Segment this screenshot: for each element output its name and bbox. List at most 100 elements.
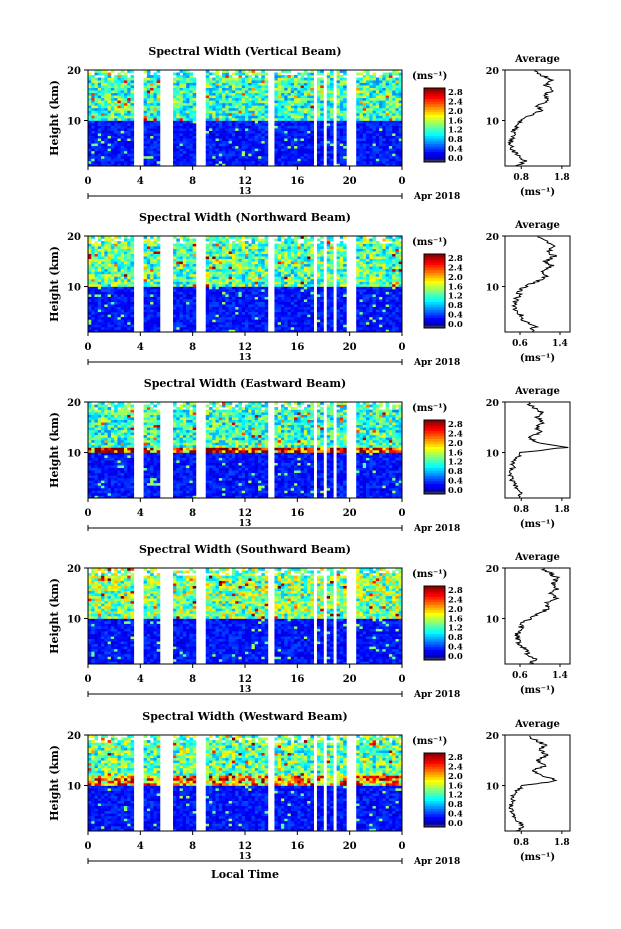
heatmap-cell — [290, 286, 295, 290]
heatmap-cell — [107, 321, 112, 325]
heatmap-cell — [123, 163, 128, 167]
heatmap-cell — [310, 70, 314, 73]
heatmap-cell — [150, 120, 154, 124]
heatmap-cell — [153, 321, 157, 325]
heatmap-cell — [101, 291, 105, 295]
heatmap-cell — [290, 145, 295, 149]
heatmap-cell — [294, 324, 298, 328]
heatmap-cell — [143, 148, 148, 152]
heatmap-cell — [238, 266, 243, 270]
heatmap-cell — [362, 326, 367, 330]
heatmap-cell — [225, 75, 229, 78]
heatmap-cell — [91, 128, 95, 131]
heatmap-cell — [110, 289, 115, 292]
heatmap-cell — [104, 268, 108, 272]
heatmap-cell — [284, 155, 288, 159]
heatmap-cell — [97, 299, 102, 302]
heatmap-cell — [310, 112, 314, 116]
heatmap-cell — [101, 296, 105, 300]
heatmap-cell — [101, 120, 105, 124]
heatmap-cell — [287, 107, 292, 111]
heatmap-cell — [192, 316, 197, 320]
heatmap-cell — [395, 296, 400, 300]
heatmap-cell — [326, 291, 331, 295]
heatmap-cell — [277, 266, 282, 270]
heatmap-cell — [248, 80, 252, 83]
heatmap-cell — [379, 123, 383, 126]
heatmap-cell — [189, 102, 193, 106]
heatmap-cell — [150, 105, 154, 109]
heatmap-cell — [294, 148, 298, 152]
heatmap-cell — [189, 100, 193, 104]
heatmap-cell — [379, 135, 383, 139]
heatmap-cell — [117, 296, 122, 300]
heatmap-cell — [104, 77, 108, 81]
heatmap-cell — [369, 284, 373, 287]
heatmap-cell — [235, 316, 239, 320]
heatmap-cell — [107, 140, 112, 144]
heatmap-cell — [245, 145, 249, 149]
heatmap-cell — [88, 326, 92, 330]
heatmap-cell — [212, 72, 216, 76]
heatmap-cell — [205, 329, 210, 333]
heatmap-cell — [97, 311, 102, 315]
heatmap-cell — [310, 110, 314, 114]
heatmap-cell — [330, 135, 334, 139]
heatmap-cell — [343, 321, 347, 325]
heatmap-cell — [88, 306, 92, 310]
heatmap-cell — [251, 284, 256, 287]
heatmap-cell — [320, 140, 324, 144]
heatmap-cell — [130, 100, 135, 104]
heatmap-cell — [258, 133, 262, 136]
colorbar-tick-label: 0.4 — [448, 145, 463, 155]
heatmap-cell — [97, 115, 102, 119]
heatmap-cell — [120, 284, 125, 287]
heatmap-cell — [385, 75, 390, 78]
heatmap-cell — [245, 273, 249, 277]
heatmap-cell — [300, 153, 305, 157]
panel-title: Spectral Width (Northward Beam) — [139, 211, 351, 224]
heatmap-cell — [274, 309, 279, 313]
heatmap-cell — [274, 95, 279, 99]
heatmap-cell — [228, 311, 233, 315]
heatmap-cell — [189, 123, 193, 126]
heatmap-cell — [287, 326, 292, 330]
heatmap-cell — [225, 273, 229, 277]
heatmap-cell — [379, 271, 383, 275]
colorbar-segment — [424, 127, 445, 131]
heatmap-cells — [88, 236, 403, 333]
heatmap-cell — [382, 97, 386, 101]
heatmap-cell — [143, 125, 148, 129]
heatmap-cell — [366, 314, 370, 318]
heatmap-cell — [182, 110, 187, 114]
heatmap-cell — [379, 133, 383, 136]
heatmap-cell — [182, 135, 187, 139]
heatmap-cell — [182, 77, 187, 81]
heatmap-cell — [248, 301, 252, 305]
heatmap-cell — [218, 158, 223, 162]
heatmap-cell — [258, 291, 262, 295]
heatmap-cell — [231, 314, 236, 318]
heatmap-cell — [388, 291, 393, 295]
heatmap-cell — [398, 268, 403, 272]
heatmap-cell — [372, 100, 377, 104]
heatmap-cell — [326, 138, 331, 142]
heatmap-cell — [375, 268, 380, 272]
heatmap-cell — [359, 125, 364, 129]
heatmap-cell — [264, 148, 269, 152]
heatmap-cell — [284, 319, 288, 323]
heatmap-cell — [225, 85, 229, 88]
heatmap-cell — [143, 271, 148, 275]
heatmap-cell — [231, 324, 236, 328]
heatmap-cell — [114, 263, 118, 267]
heatmap-cell — [343, 80, 347, 83]
heatmap-cell — [359, 138, 364, 142]
heatmap-cell — [372, 299, 377, 302]
heatmap-cell — [130, 125, 135, 129]
heatmap-cell — [251, 138, 256, 142]
heatmap-cell — [127, 268, 131, 272]
heatmap-cell — [117, 281, 122, 285]
colorbar-segment — [424, 109, 445, 113]
heatmap-cell — [94, 326, 99, 330]
colorbar-segment — [424, 98, 445, 102]
